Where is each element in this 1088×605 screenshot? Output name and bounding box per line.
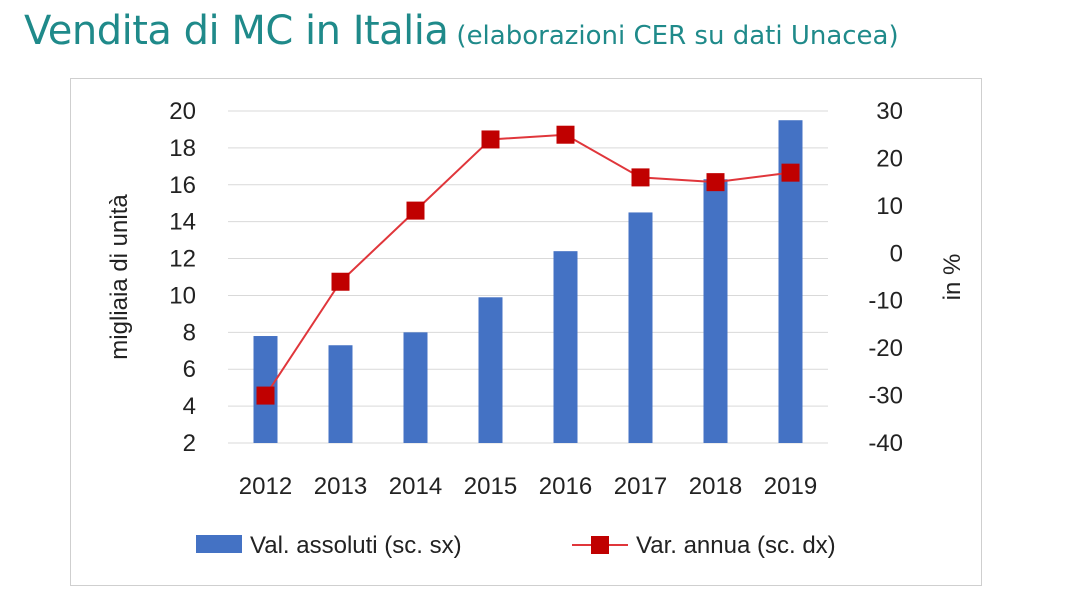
line-marker [781,163,800,182]
bar [628,212,653,443]
y2-tick-label: -10 [868,288,903,315]
line-marker [256,386,275,405]
line-marker [556,125,575,144]
chart-title-subtitle: (elaborazioni CER su dati Unacea) [456,21,899,51]
legend-label-line: Var. annua (sc. dx) [636,532,836,559]
y2-tick-label: -40 [868,430,903,457]
y-tick-label: 16 [169,172,196,199]
y2-tick-label: 10 [876,193,903,220]
x-tick-label: 2012 [239,473,292,500]
y2-tick-label: -20 [868,335,903,362]
y2-tick-label: 0 [890,240,903,267]
y-tick-label: 2 [183,430,196,457]
y-tick-label: 4 [183,393,196,420]
x-tick-label: 2013 [314,473,367,500]
y-tick-label: 20 [169,98,196,125]
y2-tick-label: -30 [868,383,903,410]
y-tick-label: 6 [183,356,196,383]
legend-swatch-marker [591,536,609,554]
y2-tick-label: 20 [876,145,903,172]
y-tick-label: 14 [169,209,196,236]
x-tick-label: 2014 [389,473,442,500]
bar [328,345,353,443]
line-marker [706,173,725,192]
x-tick-label: 2017 [614,473,667,500]
y-tick-label: 18 [169,135,196,162]
bar [703,179,728,443]
y-tick-label: 10 [169,282,196,309]
chart-title-main: Vendita di MC in Italia [24,8,449,54]
line-marker [631,168,650,187]
y-tick-label: 12 [169,246,196,273]
bar [478,297,503,443]
line-series [264,133,791,397]
x-tick-label: 2016 [539,473,592,500]
bar [403,332,428,443]
legend-label-bars: Val. assoluti (sc. sx) [250,532,462,559]
y2-tick-label: 30 [876,98,903,125]
chart-title: Vendita di MC in Italia (elaborazioni CER… [24,8,899,54]
y2-axis-title: in % [939,254,966,301]
line-marker [406,201,425,220]
y-axis-title: migliaia di unità [106,194,133,360]
x-tick-label: 2018 [689,473,742,500]
line-marker [331,272,350,291]
legend-swatch-bars [196,535,242,553]
line-marker [481,130,500,149]
y-tick-label: 8 [183,319,196,346]
x-tick-label: 2019 [764,473,817,500]
bar [553,251,578,443]
x-tick-label: 2015 [464,473,517,500]
